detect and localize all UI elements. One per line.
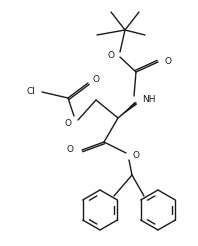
- Text: O: O: [165, 57, 172, 65]
- Text: NH: NH: [142, 94, 155, 104]
- Text: O: O: [133, 151, 140, 159]
- Polygon shape: [118, 102, 137, 118]
- Text: O: O: [93, 75, 100, 83]
- Text: O: O: [67, 145, 74, 154]
- Text: O: O: [65, 120, 72, 128]
- Text: Cl: Cl: [26, 88, 35, 96]
- Text: O: O: [108, 50, 115, 60]
